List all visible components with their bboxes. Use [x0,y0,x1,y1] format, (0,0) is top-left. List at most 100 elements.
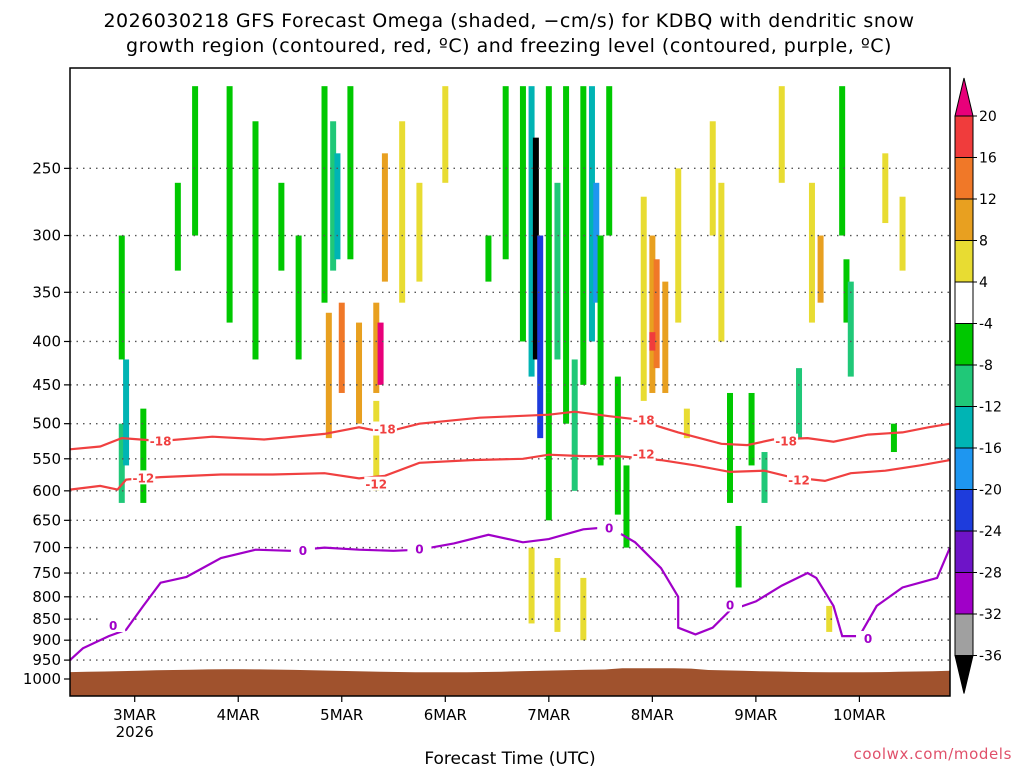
y-tick-label: 300 [32,227,61,245]
colorbar-swatch [955,490,973,532]
colorbar-swatch [955,241,973,283]
contour-label: -12 [132,471,154,485]
omega-cell [736,526,742,588]
colorbar-swatch [955,407,973,449]
contour-label: 0 [726,598,734,612]
x-tick-label: 7MAR [527,706,570,724]
omega-cell [546,393,552,520]
colorbar-swatch [955,324,973,366]
omega-cell [848,282,854,377]
contour-label: -18 [775,435,797,449]
x-tick-label: 5MAR [320,706,363,724]
contour-label: 0 [109,619,117,633]
colorbar-label: -20 [979,483,1002,499]
colorbar-label: -4 [979,317,993,333]
omega-cell [615,377,621,515]
colorbar-label: -28 [979,566,1002,582]
colorbar-label: 16 [979,151,997,167]
contour-label: 0 [864,632,872,646]
x-tick-label: 6MAR [424,706,467,724]
colorbar-label: -32 [979,607,1002,623]
omega-cell [278,183,284,271]
omega-cell [119,236,125,360]
omega-cell [529,548,535,624]
omega-cell [809,183,815,323]
y-tick-label: 700 [32,539,61,557]
colorbar-swatch [955,448,973,490]
omega-cell [378,323,384,385]
omega-cell [416,183,422,282]
y-tick-label: 350 [32,283,61,301]
omega-cell [339,303,345,393]
y-axis: 250 300 350 400 450 500 550 600 650 700 750 800 850 9… [23,159,70,688]
colorbar-swatch [955,158,973,200]
x-tick-label: 10MAR [833,706,886,724]
contour-label: -12 [788,473,810,487]
y-tick-label: 550 [32,450,61,468]
omega-cell [347,86,353,259]
x-tick-label: 8MAR [631,706,674,724]
y-tick-label: 850 [32,610,61,628]
y-tick-label: 1000 [23,670,61,688]
colorbar-label: -16 [979,441,1002,457]
omega-cell [580,86,586,385]
contour-label: -18 [633,414,655,428]
chart-title-line1: 2026030218 GFS Forecast Omega (shaded, −… [103,10,914,32]
omega-cell [598,236,604,466]
x-tick-label: 4MAR [217,706,260,724]
omega-cell [891,424,897,452]
omega-cell [710,121,716,235]
colorbar-label: 12 [979,192,997,208]
colorbar: 20161284-4-8-12-16-20-24-28-32-36 [955,78,1002,694]
colorbar-label: -12 [979,400,1002,416]
colorbar-top-arrow [955,78,973,116]
omega-cell [546,86,552,393]
y-tick-label: 750 [32,564,61,582]
omega-cell [749,393,755,465]
contour-label: -18 [150,435,172,449]
terrain-ground [70,668,950,696]
colorbar-swatch [955,116,973,158]
omega-cell [839,86,845,235]
colorbar-label: -36 [979,649,1002,665]
y-tick-label: 800 [32,588,61,606]
omega-cell [554,558,560,632]
omega-cell [334,153,340,259]
omega-cell [252,121,258,359]
omega-cell [675,168,681,322]
y-tick-label: 250 [32,159,61,177]
omega-cell [537,236,543,439]
contour-label: 0 [415,543,423,557]
omega-cell [520,86,526,341]
y-tick-label: 400 [32,332,61,350]
x-tick-year: 2026 [116,723,154,741]
plot-area: -18 -18 -18 -18 -12 -12 -12 -12 0 0 0 0 0 0 [70,68,950,696]
colorbar-label: 4 [979,275,988,291]
omega-cell [192,86,198,235]
y-tick-label: 950 [32,651,61,669]
x-axis-label: Forecast Time (UTC) [424,749,595,768]
omega-cell [123,359,129,465]
contour-label: -12 [633,448,655,462]
omega-cell [563,86,569,424]
omega-cell [882,153,888,223]
x-tick-label: 9MAR [734,706,777,724]
credit-text: coolwx.com/models [854,745,1013,763]
omega-cell [900,197,906,271]
contour-label: 0 [605,522,613,536]
colorbar-bottom-arrow [955,656,973,694]
omega-cell [796,368,802,438]
colorbar-swatch [955,614,973,656]
omega-time-height-chart: 2026030218 GFS Forecast Omega (shaded, −… [0,0,1024,768]
colorbar-label: -8 [979,358,993,374]
omega-cell [572,359,578,490]
colorbar-swatch [955,365,973,407]
omega-cell [326,313,332,438]
y-tick-label: 650 [32,511,61,529]
y-tick-label: 500 [32,415,61,433]
omega-cell [580,578,586,640]
chart-title-line2: growth region (contoured, red, ºC) and f… [126,35,892,57]
omega-cell [175,183,181,271]
omega-cell [356,323,362,424]
